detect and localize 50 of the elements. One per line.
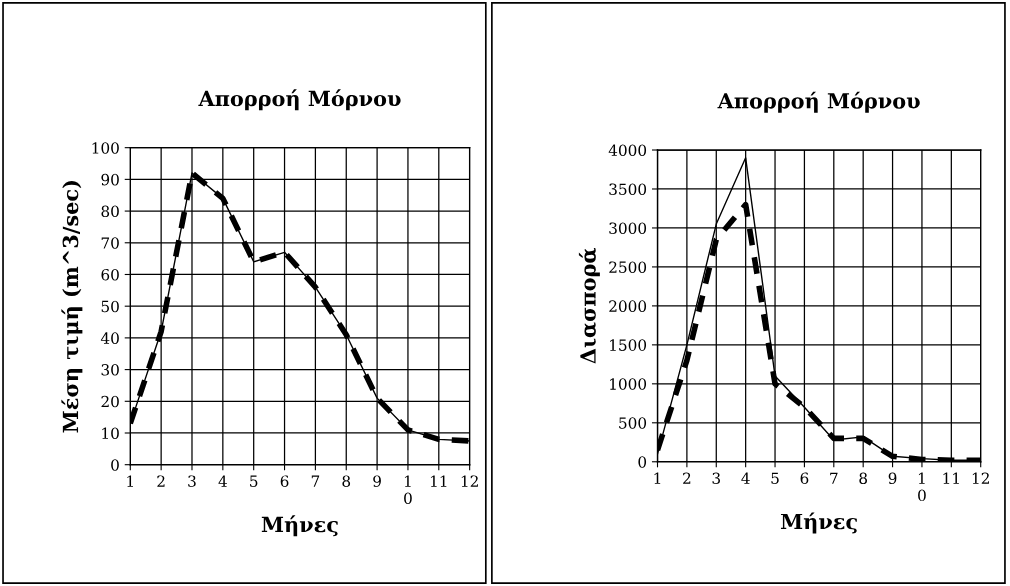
x-tick-label: 9	[888, 472, 897, 485]
y-tick-label: 3000	[609, 222, 647, 234]
y-tick-label: 0	[638, 456, 647, 468]
y-tick-label: 10	[102, 427, 119, 440]
y-tick-label: 60	[101, 268, 119, 281]
x-tick-label: 12	[972, 472, 989, 484]
x-axis-title: Μήνες	[780, 512, 857, 534]
y-tick-label: 3500	[609, 183, 647, 196]
x-tick-label: 1 0	[404, 475, 412, 505]
x-axis-title: Μήνες	[261, 515, 338, 537]
x-tick-label: 9	[373, 475, 381, 487]
x-tick-label: 12	[461, 475, 478, 487]
chart-title: Απορροή Μόρνου	[717, 91, 920, 113]
x-tick-label: 4	[741, 472, 750, 484]
x-tick-label: 1	[654, 472, 661, 484]
y-tick-label: 30	[101, 364, 119, 376]
x-tick-label: 4	[218, 475, 227, 487]
x-tick-label: 5	[771, 472, 779, 485]
x-tick-label: 6	[280, 475, 289, 487]
y-tick-label: 80	[101, 205, 119, 218]
y-tick-label: 1000	[610, 378, 647, 390]
x-tick-label: 7	[311, 475, 320, 487]
x-tick-label: 3	[712, 472, 720, 485]
x-tick-label: 11	[943, 472, 959, 484]
y-axis-title: Διασπορά	[578, 248, 600, 364]
x-tick-label: 2	[683, 472, 691, 484]
x-tick-label: 8	[859, 472, 868, 485]
y-tick-label: 40	[100, 332, 119, 344]
y-tick-label: 0	[111, 459, 119, 471]
x-tick-label: 7	[830, 472, 838, 484]
y-tick-label: 4000	[608, 144, 647, 157]
x-tick-label: 3	[188, 475, 196, 487]
x-tick-label: 2	[157, 475, 165, 487]
x-tick-label: 8	[342, 475, 351, 487]
y-tick-label: 1500	[610, 339, 647, 351]
y-tick-label: 2000	[609, 300, 647, 312]
y-tick-label: 500	[619, 417, 647, 429]
y-tick-label: 2500	[609, 261, 647, 273]
y-axis-title: Μέση τιμή (m^3/sec)	[61, 181, 83, 433]
x-tick-label: 1	[127, 475, 133, 487]
x-tick-label: 6	[800, 472, 809, 485]
y-tick-label: 100	[92, 142, 119, 154]
y-tick-label: 50	[101, 300, 119, 313]
y-tick-label: 90	[101, 173, 119, 186]
chart-title: Απορροή Μόρνου	[198, 89, 401, 111]
x-tick-label: 5	[250, 475, 258, 487]
x-tick-label: 11	[430, 475, 447, 487]
y-tick-label: 20	[101, 395, 119, 408]
x-tick-label: 1 0	[918, 472, 926, 502]
y-tick-label: 70	[101, 237, 119, 249]
